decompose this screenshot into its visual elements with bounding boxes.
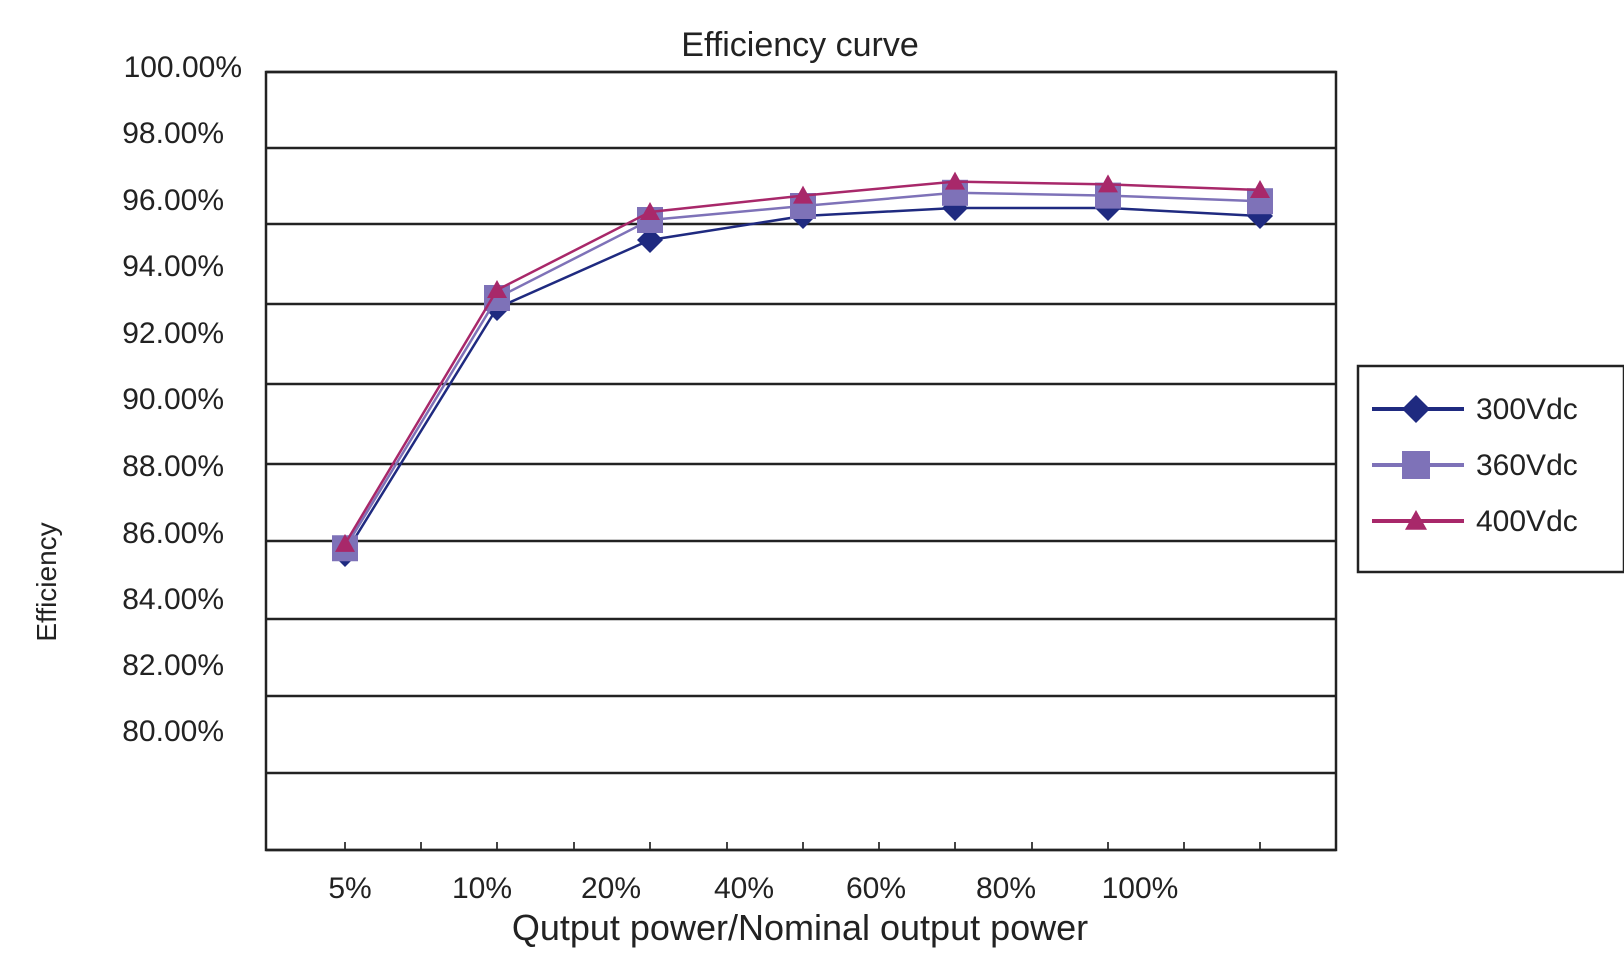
x-tick-label: 60% [846, 872, 906, 905]
data-point-triangle [335, 533, 355, 552]
chart-title: Efficiency curve [681, 26, 918, 64]
y-tick-label: 86.00% [122, 517, 224, 550]
data-point-diamond [637, 227, 663, 253]
legend-label: 360Vdc [1476, 449, 1578, 482]
y-tick-label: 88.00% [122, 450, 224, 483]
data-point-triangle [1250, 180, 1270, 198]
y-tick-labels: 100.00% 98.00% 96.00% 94.00% 92.00% 90.00% 88.… [122, 51, 242, 748]
series-line-360Vdc [343, 191, 1261, 549]
y-tick-label: 98.00% [122, 117, 224, 150]
x-tick-label: 20% [581, 872, 641, 905]
data-point-triangle [487, 280, 507, 298]
data-point-triangle [945, 171, 965, 190]
x-tick-label: 10% [452, 872, 512, 905]
plot-area-border [264, 70, 1338, 852]
legend-marker-300Vdc [1402, 395, 1430, 423]
legend-marker-400Vdc [1405, 510, 1427, 530]
x-tick-label: 100% [1102, 872, 1179, 905]
data-point-triangle [640, 202, 660, 220]
data-point-triangle [793, 185, 813, 204]
x-tick-label: 5% [328, 872, 371, 905]
y-tick-label: 80.00% [122, 715, 224, 748]
y-tick-label: 92.00% [122, 317, 224, 350]
y-tick-label: 84.00% [122, 583, 224, 616]
legend-label: 400Vdc [1476, 505, 1578, 538]
y-tick-label: 82.00% [122, 649, 224, 682]
y-tick-label: 94.00% [122, 250, 224, 283]
y-tick-label: 96.00% [122, 184, 224, 217]
legend-marker-360Vdc [1402, 451, 1430, 479]
x-tick-label: 80% [976, 872, 1036, 905]
gridlines [266, 70, 1336, 852]
x-tick-labels: 5% 10% 20% 40% 60% 80% 100% [328, 842, 1261, 905]
legend: 300Vdc 360Vdc 400Vdc [1356, 364, 1624, 574]
y-tick-label: 100.00% [124, 51, 242, 84]
y-tick-label: 90.00% [122, 383, 224, 416]
series-line-400Vdc [343, 180, 1261, 545]
series-line-300Vdc [343, 206, 1261, 555]
legend-label: 300Vdc [1476, 393, 1578, 426]
data-point-triangle [1098, 174, 1118, 193]
x-tick-label: 40% [714, 872, 774, 905]
x-axis-label: Qutput power/Nominal output power [512, 907, 1088, 948]
series-group [332, 171, 1273, 568]
y-axis-label: Efficiency [31, 522, 62, 641]
